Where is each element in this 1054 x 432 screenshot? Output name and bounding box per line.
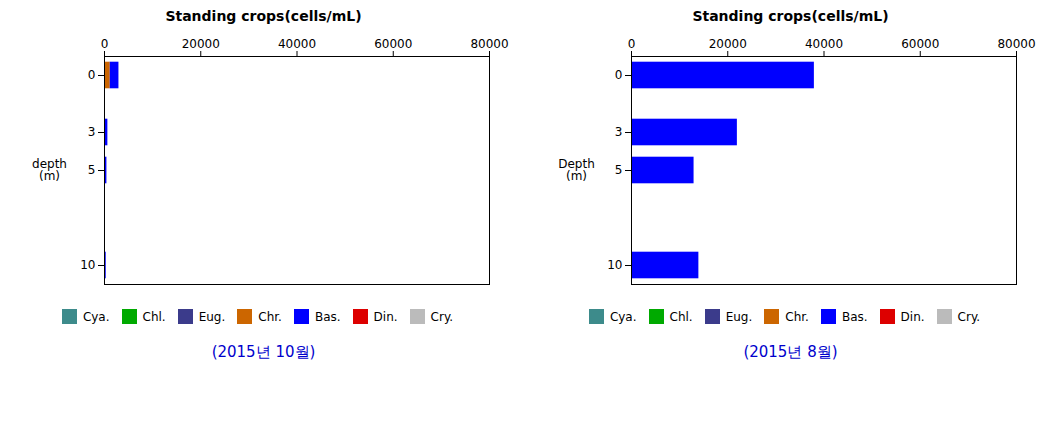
html-text:Bas.: Bas.: [841, 309, 868, 324]
html-text:Cya.: Cya.: [609, 309, 637, 324]
html-text:Din.: Din.: [373, 309, 398, 324]
svg-text:0: 0: [87, 68, 95, 82]
svg-text:0: 0: [627, 37, 635, 51]
svg-text:3: 3: [614, 125, 622, 139]
svg-text:10: 10: [80, 258, 95, 272]
html-text:Eug.: Eug.: [725, 309, 753, 324]
svg-text:80000: 80000: [470, 37, 508, 51]
html-text:Bas.: Bas.: [314, 309, 341, 324]
html-text:Chr.: Chr.: [785, 309, 809, 324]
svg-text:20000: 20000: [181, 37, 219, 51]
html-text:Chl.: Chl.: [669, 309, 693, 324]
svg-text:60000: 60000: [374, 37, 412, 51]
svg-text:40000: 40000: [277, 37, 315, 51]
svg-text:20000: 20000: [708, 37, 746, 51]
svg-text:0: 0: [614, 68, 622, 82]
svg-text:5: 5: [87, 163, 95, 177]
html-text:(2015년 10월): (2015년 10월): [211, 343, 316, 361]
svg-text:10: 10: [607, 258, 622, 272]
svg-text:depth(m): depth(m): [32, 157, 67, 183]
html-text:Chr.: Chr.: [258, 309, 282, 324]
svg-text:0: 0: [100, 37, 108, 51]
svg-text:Depth(m): Depth(m): [558, 157, 595, 183]
html-text:Eug.: Eug.: [198, 309, 226, 324]
html-text:(2015년 8월): (2015년 8월): [743, 343, 838, 361]
svg-text:5: 5: [614, 163, 622, 177]
svg-text:3: 3: [87, 125, 95, 139]
html-text:Cry.: Cry.: [957, 309, 981, 324]
html-text:Standing crops(cells/mL): Standing crops(cells/mL): [692, 8, 889, 24]
svg-text:80000: 80000: [997, 37, 1035, 51]
html-text:Cry.: Cry.: [430, 309, 454, 324]
svg-text:40000: 40000: [804, 37, 842, 51]
html-text:Standing crops(cells/mL): Standing crops(cells/mL): [165, 8, 362, 24]
svg-text:60000: 60000: [901, 37, 939, 51]
html-text:Chl.: Chl.: [142, 309, 166, 324]
html-text:Cya.: Cya.: [82, 309, 110, 324]
html-text:Din.: Din.: [900, 309, 925, 324]
